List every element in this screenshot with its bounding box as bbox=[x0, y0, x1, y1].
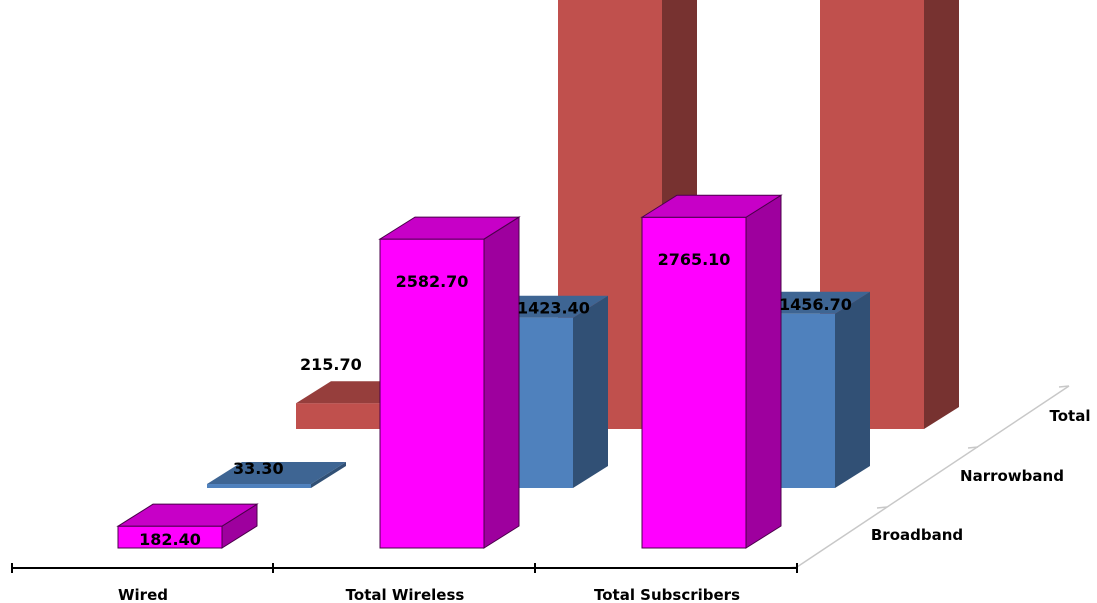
series-label-broadband: Broadband bbox=[871, 526, 963, 544]
bar-narrowband-wired bbox=[207, 462, 346, 488]
bar-broadband-total-wireless bbox=[378, 216, 521, 549]
value-label-narrowband-total-wireless: 1423.40 bbox=[517, 299, 590, 318]
value-label-narrowband-wired: 33.30 bbox=[233, 459, 284, 478]
series-label-narrowband: Narrowband bbox=[960, 467, 1064, 485]
value-label-total-wired: 215.70 bbox=[300, 355, 362, 374]
value-label-narrowband-total-subscribers: 1456.70 bbox=[779, 295, 852, 314]
bars bbox=[116, 0, 959, 549]
value-label-broadband-total-subscribers: 2765.10 bbox=[658, 250, 731, 269]
category-label-wired: Wired bbox=[118, 586, 168, 603]
category-label-total-subscribers: Total Subscribers bbox=[594, 586, 740, 603]
series-label-total: Total bbox=[1050, 407, 1091, 425]
bar-broadband-total-subscribers bbox=[640, 194, 783, 549]
labels: BroadbandNarrowbandTotal215.704006.10422… bbox=[118, 250, 1091, 603]
value-label-broadband-wired: 182.40 bbox=[139, 530, 201, 549]
x-axis bbox=[11, 563, 798, 573]
category-label-total-wireless: Total Wireless bbox=[346, 586, 465, 603]
bar-broadband-wired bbox=[116, 503, 259, 549]
value-label-broadband-total-wireless: 2582.70 bbox=[396, 272, 469, 291]
